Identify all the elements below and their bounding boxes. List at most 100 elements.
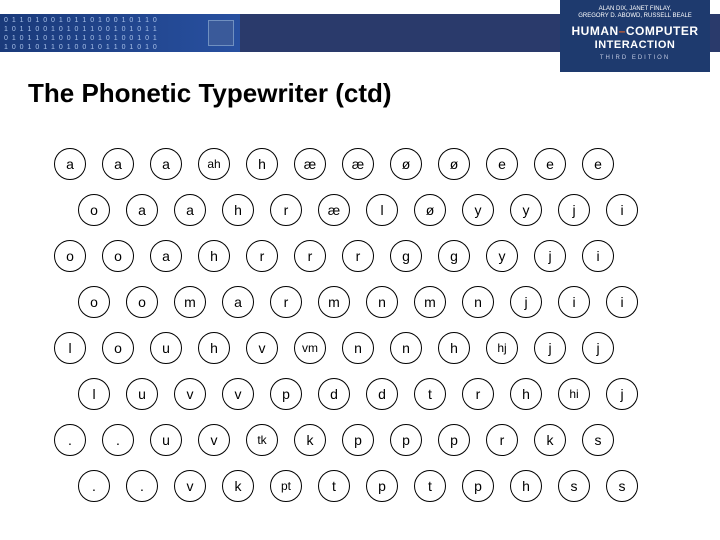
book-authors: ALAN DIX, JANET FINLAY, GREGORY D. ABOWD… (564, 6, 706, 20)
phoneme-node: l (54, 332, 86, 364)
phoneme-node: h (438, 332, 470, 364)
phoneme-node: e (486, 148, 518, 180)
phoneme-node: o (126, 286, 158, 318)
phoneme-node: v (174, 470, 206, 502)
phoneme-node: v (198, 424, 230, 456)
phoneme-node: i (606, 286, 638, 318)
phoneme-node: p (438, 424, 470, 456)
phoneme-node: æ (318, 194, 350, 226)
phoneme-node: . (126, 470, 158, 502)
phoneme-node: i (558, 286, 590, 318)
phoneme-node: v (246, 332, 278, 364)
phoneme-node: i (582, 240, 614, 272)
grid-row: oomarmnmnjii (54, 286, 674, 332)
book-title-line2: INTERACTION (564, 39, 706, 52)
phoneme-node: e (582, 148, 614, 180)
grid-row: ..uvtkkppprks (54, 424, 674, 470)
phoneme-node: . (102, 424, 134, 456)
phoneme-node: n (366, 286, 398, 318)
phoneme-node: r (270, 194, 302, 226)
phoneme-node: o (102, 332, 134, 364)
phoneme-node: a (126, 194, 158, 226)
phoneme-node: tk (246, 424, 278, 456)
phoneme-node: k (534, 424, 566, 456)
phoneme-node: j (534, 332, 566, 364)
phoneme-node: hj (486, 332, 518, 364)
phoneme-node: pt (270, 470, 302, 502)
grid-row: ooahrrrggyji (54, 240, 674, 286)
phoneme-node: n (462, 286, 494, 318)
phoneme-node: ah (198, 148, 230, 180)
phoneme-node: . (78, 470, 110, 502)
binary-decoration: 0 1 1 0 1 0 0 1 0 1 1 0 1 0 0 1 0 1 1 0 … (0, 14, 240, 52)
grid-row: oaahræløyyji (54, 194, 674, 240)
grid-row: ..vkpttptphss (54, 470, 674, 516)
phoneme-node: æ (294, 148, 326, 180)
phoneme-node: t (414, 470, 446, 502)
phoneme-node: t (318, 470, 350, 502)
phoneme-node: a (54, 148, 86, 180)
phoneme-node: p (270, 378, 302, 410)
phoneme-node: r (294, 240, 326, 272)
phoneme-node: v (222, 378, 254, 410)
phoneme-node: æ (342, 148, 374, 180)
phoneme-node: ø (438, 148, 470, 180)
phoneme-node: a (222, 286, 254, 318)
phoneme-node: p (462, 470, 494, 502)
phoneme-node: m (174, 286, 206, 318)
phoneme-node: i (606, 194, 638, 226)
phoneme-grid: aaaahhææøøeeeoaahræløyyjiooahrrrggyjioom… (54, 148, 674, 516)
phoneme-node: j (582, 332, 614, 364)
phoneme-node: h (198, 240, 230, 272)
phoneme-node: g (390, 240, 422, 272)
phoneme-node: h (198, 332, 230, 364)
phoneme-node: e (534, 148, 566, 180)
phoneme-node: j (534, 240, 566, 272)
phoneme-node: y (462, 194, 494, 226)
grid-row: louhvvmnnhhjjj (54, 332, 674, 378)
phoneme-node: h (246, 148, 278, 180)
phoneme-node: t (414, 378, 446, 410)
page-title: The Phonetic Typewriter (ctd) (28, 78, 392, 109)
phoneme-node: r (342, 240, 374, 272)
phoneme-node: s (558, 470, 590, 502)
phoneme-node: p (390, 424, 422, 456)
phoneme-node: a (150, 148, 182, 180)
binary-icon (208, 20, 234, 46)
phoneme-node: n (342, 332, 374, 364)
phoneme-node: vm (294, 332, 326, 364)
phoneme-node: g (438, 240, 470, 272)
phoneme-node: r (462, 378, 494, 410)
phoneme-node: a (174, 194, 206, 226)
phoneme-node: v (174, 378, 206, 410)
phoneme-node: o (78, 194, 110, 226)
phoneme-node: h (510, 378, 542, 410)
phoneme-node: r (270, 286, 302, 318)
phoneme-node: l (78, 378, 110, 410)
phoneme-node: h (222, 194, 254, 226)
phoneme-node: r (246, 240, 278, 272)
phoneme-node: s (606, 470, 638, 502)
phoneme-node: a (150, 240, 182, 272)
phoneme-node: p (366, 470, 398, 502)
phoneme-node: ø (390, 148, 422, 180)
phoneme-node: o (54, 240, 86, 272)
book-cover-block: ALAN DIX, JANET FINLAY, GREGORY D. ABOWD… (560, 0, 710, 72)
phoneme-node: u (150, 332, 182, 364)
grid-row: aaaahhææøøeee (54, 148, 674, 194)
phoneme-node: d (366, 378, 398, 410)
phoneme-node: r (486, 424, 518, 456)
phoneme-node: j (510, 286, 542, 318)
phoneme-node: m (318, 286, 350, 318)
phoneme-node: . (54, 424, 86, 456)
phoneme-node: h (510, 470, 542, 502)
phoneme-node: o (78, 286, 110, 318)
phoneme-node: s (582, 424, 614, 456)
phoneme-node: j (558, 194, 590, 226)
phoneme-node: k (294, 424, 326, 456)
phoneme-node: p (342, 424, 374, 456)
book-edition: THIRD EDITION (564, 55, 706, 62)
phoneme-node: j (606, 378, 638, 410)
phoneme-node: ø (414, 194, 446, 226)
phoneme-node: m (414, 286, 446, 318)
